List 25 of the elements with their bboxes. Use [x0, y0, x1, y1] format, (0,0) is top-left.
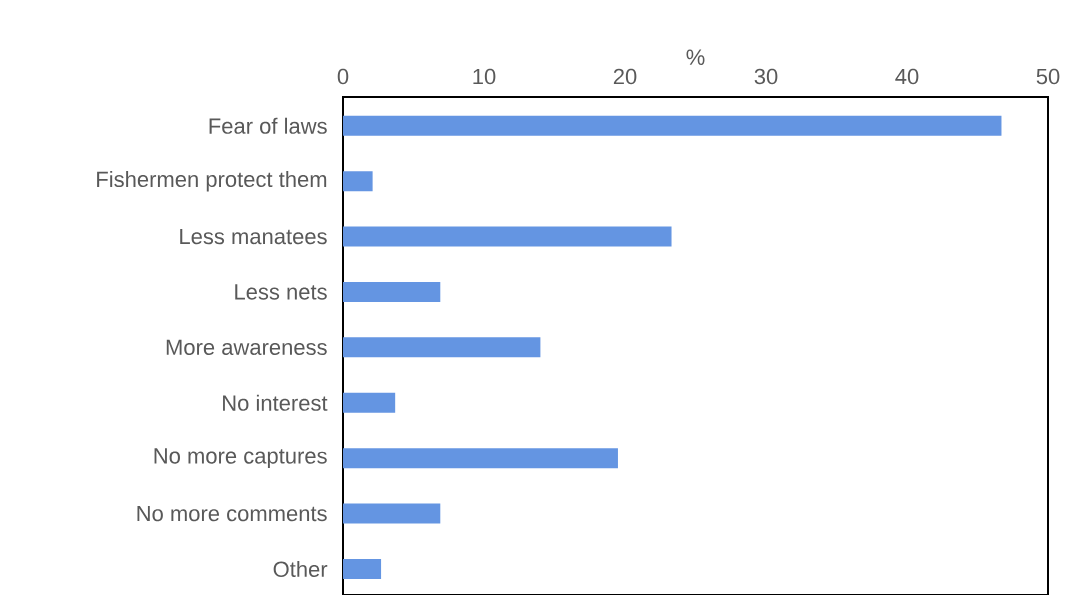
x-tick-label: 50 [1036, 68, 1060, 85]
bar [343, 558, 382, 579]
bar [343, 115, 1002, 136]
x-tick-label: 20 [613, 68, 637, 85]
x-axis-title: % [686, 49, 705, 65]
x-tick-label: 10 [473, 68, 496, 85]
y-tick-label: Less nets [235, 284, 327, 300]
y-tick-label: Other [273, 560, 328, 578]
y-tick-label: No more comments [137, 505, 327, 522]
x-tick-label: 40 [895, 68, 919, 85]
bar [343, 503, 441, 524]
y-tick-label: Fear of laws [209, 117, 327, 134]
y-tick-label: No interest [223, 394, 328, 411]
bar [343, 226, 672, 247]
y-tick-label: More awareness [166, 339, 327, 356]
bar [343, 392, 396, 413]
bar [343, 281, 441, 302]
bar [343, 337, 541, 358]
bar [343, 448, 618, 469]
bar [343, 171, 373, 192]
y-tick-label: Fishermen protect them [97, 170, 327, 192]
x-tick-label: 0 [337, 68, 349, 85]
x-tick-label: 30 [754, 68, 778, 85]
y-tick-label: No more captures [154, 448, 327, 469]
y-tick-label: Less manatees [180, 228, 327, 245]
